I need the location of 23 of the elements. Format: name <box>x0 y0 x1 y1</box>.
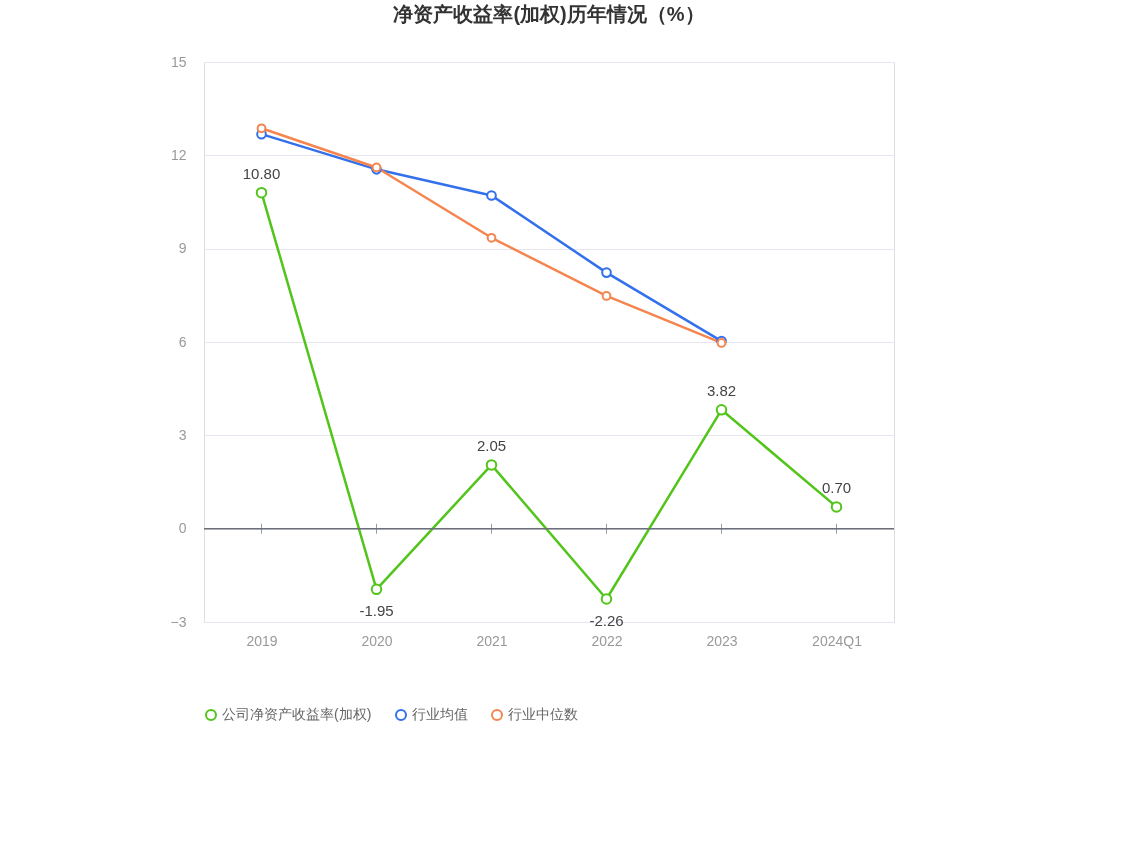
legend-label: 公司净资产收益率(加权) <box>222 706 372 722</box>
data-label: -1.95 <box>359 602 394 620</box>
x-tick-label: 2020 <box>361 632 393 649</box>
x-tick-label: 2019 <box>246 632 278 649</box>
x-tick-label: 2023 <box>706 632 738 649</box>
legend-label: 行业均值 <box>412 706 468 722</box>
y-tick-label: 0 <box>178 520 187 537</box>
data-label: 3.82 <box>706 381 737 399</box>
y-tick-label: −3 <box>170 613 187 630</box>
y-tick-label: 12 <box>170 146 187 163</box>
x-tick-label: 2021 <box>476 632 508 649</box>
y-tick-label: 3 <box>178 426 187 443</box>
legend-label: 行业中位数 <box>508 706 578 722</box>
x-tick-label: 2024Q1 <box>812 632 863 649</box>
data-label: 0.70 <box>821 478 852 496</box>
data-label: 2.05 <box>476 436 507 454</box>
y-tick-label: 9 <box>178 240 187 257</box>
data-label: 10.80 <box>242 164 281 182</box>
x-tick-label: 2022 <box>591 632 623 649</box>
chart-title: 净资产收益率(加权)历年情况（%） <box>393 3 705 25</box>
y-tick-label: 6 <box>178 333 187 350</box>
data-label: -2.26 <box>589 611 624 629</box>
y-tick-label: 15 <box>170 53 187 70</box>
